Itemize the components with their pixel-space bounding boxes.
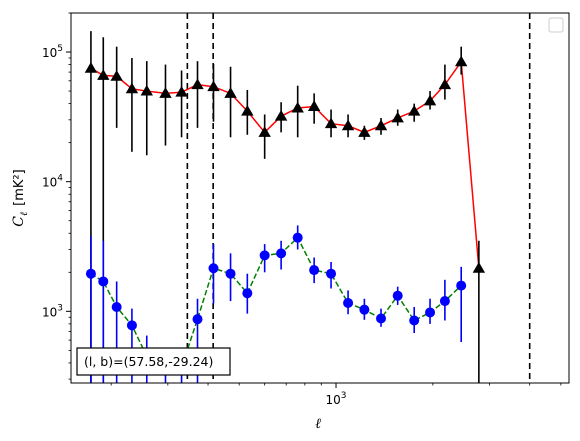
data-point-triangle: [207, 80, 220, 92]
data-point-circle: [309, 265, 320, 276]
data-point-circle: [343, 297, 354, 308]
data-point-triangle: [84, 62, 98, 73]
y-axis-unit: [mK²]: [12, 169, 27, 206]
data-point-triangle: [125, 82, 139, 94]
data-point-triangle: [97, 69, 110, 80]
data-point-triangle: [159, 87, 172, 98]
data-point-triangle: [341, 119, 355, 131]
data-point-circle: [225, 268, 236, 279]
svg-text:Cℓ[mK²]: Cℓ [mK²]: [11, 169, 30, 226]
annotation-box: (l, b)=(57.58,-29.24): [76, 347, 231, 376]
y-axis-symbol: C: [11, 216, 27, 227]
data-point-circle: [126, 320, 137, 331]
data-point-triangle: [224, 87, 237, 98]
data-point-triangle: [140, 84, 153, 96]
data-point-circle: [98, 276, 109, 287]
y-axis-title: Cℓ [mK²]: [11, 169, 30, 226]
y-tick-label: 104: [42, 174, 63, 190]
legend-box: [548, 17, 564, 33]
data-point-triangle: [307, 100, 321, 111]
data-point-triangle: [391, 111, 404, 123]
data-point-circle: [259, 250, 270, 261]
x-axis-title: ℓ: [315, 416, 321, 432]
data-point-circle: [192, 314, 203, 325]
data-point-triangle: [191, 78, 204, 90]
y-tick-label-exponent: 4: [57, 174, 63, 184]
x-tick-label: 103: [326, 391, 347, 407]
data-point-triangle: [274, 109, 288, 121]
data-point-circle: [111, 301, 122, 312]
data-point-circle: [242, 288, 253, 299]
y-tick-label-base: 10: [42, 305, 57, 319]
data-point-triangle: [438, 78, 452, 90]
data-point-triangle: [110, 70, 123, 81]
data-point-triangle: [358, 126, 371, 137]
data-point-triangle: [175, 85, 188, 97]
data-point-circle: [392, 290, 403, 301]
data-point-circle: [439, 296, 450, 307]
data-point-circle: [326, 268, 337, 279]
plot-marks: [84, 13, 531, 383]
data-point-triangle: [408, 104, 421, 116]
y-tick-label: 105: [42, 44, 63, 60]
data-point-circle: [456, 280, 467, 291]
y-tick-label-base: 10: [42, 176, 57, 190]
plot-frame: [70, 12, 570, 384]
y-tick-label-exponent: 3: [57, 303, 63, 313]
data-point-triangle: [241, 104, 254, 116]
data-point-triangle: [258, 126, 271, 137]
data-point-triangle: [324, 117, 338, 129]
data-point-circle: [208, 263, 219, 274]
x-tick-label-exponent: 3: [341, 391, 347, 401]
y-tick-label: 103: [42, 303, 63, 319]
data-point-triangle: [291, 101, 304, 113]
x-tick-label-base: 10: [326, 393, 341, 407]
data-point-triangle: [374, 119, 388, 131]
y-tick-label-base: 10: [42, 46, 57, 60]
y-axis-subscript: ℓ: [19, 212, 30, 216]
data-point-triangle: [423, 94, 437, 106]
data-point-circle: [292, 232, 303, 243]
data-point-circle: [376, 313, 387, 324]
annotation-text: (l, b)=(57.58,-29.24): [84, 354, 213, 369]
data-point-circle: [425, 307, 436, 318]
data-point-triangle: [455, 55, 468, 67]
data-point-circle: [85, 268, 96, 279]
series-line: [90, 236, 462, 370]
y-tick-label-exponent: 5: [57, 44, 63, 54]
data-point-circle: [276, 248, 287, 259]
data-point-circle: [359, 304, 370, 315]
data-point-circle: [409, 315, 420, 326]
data-point-triangle: [472, 262, 486, 273]
